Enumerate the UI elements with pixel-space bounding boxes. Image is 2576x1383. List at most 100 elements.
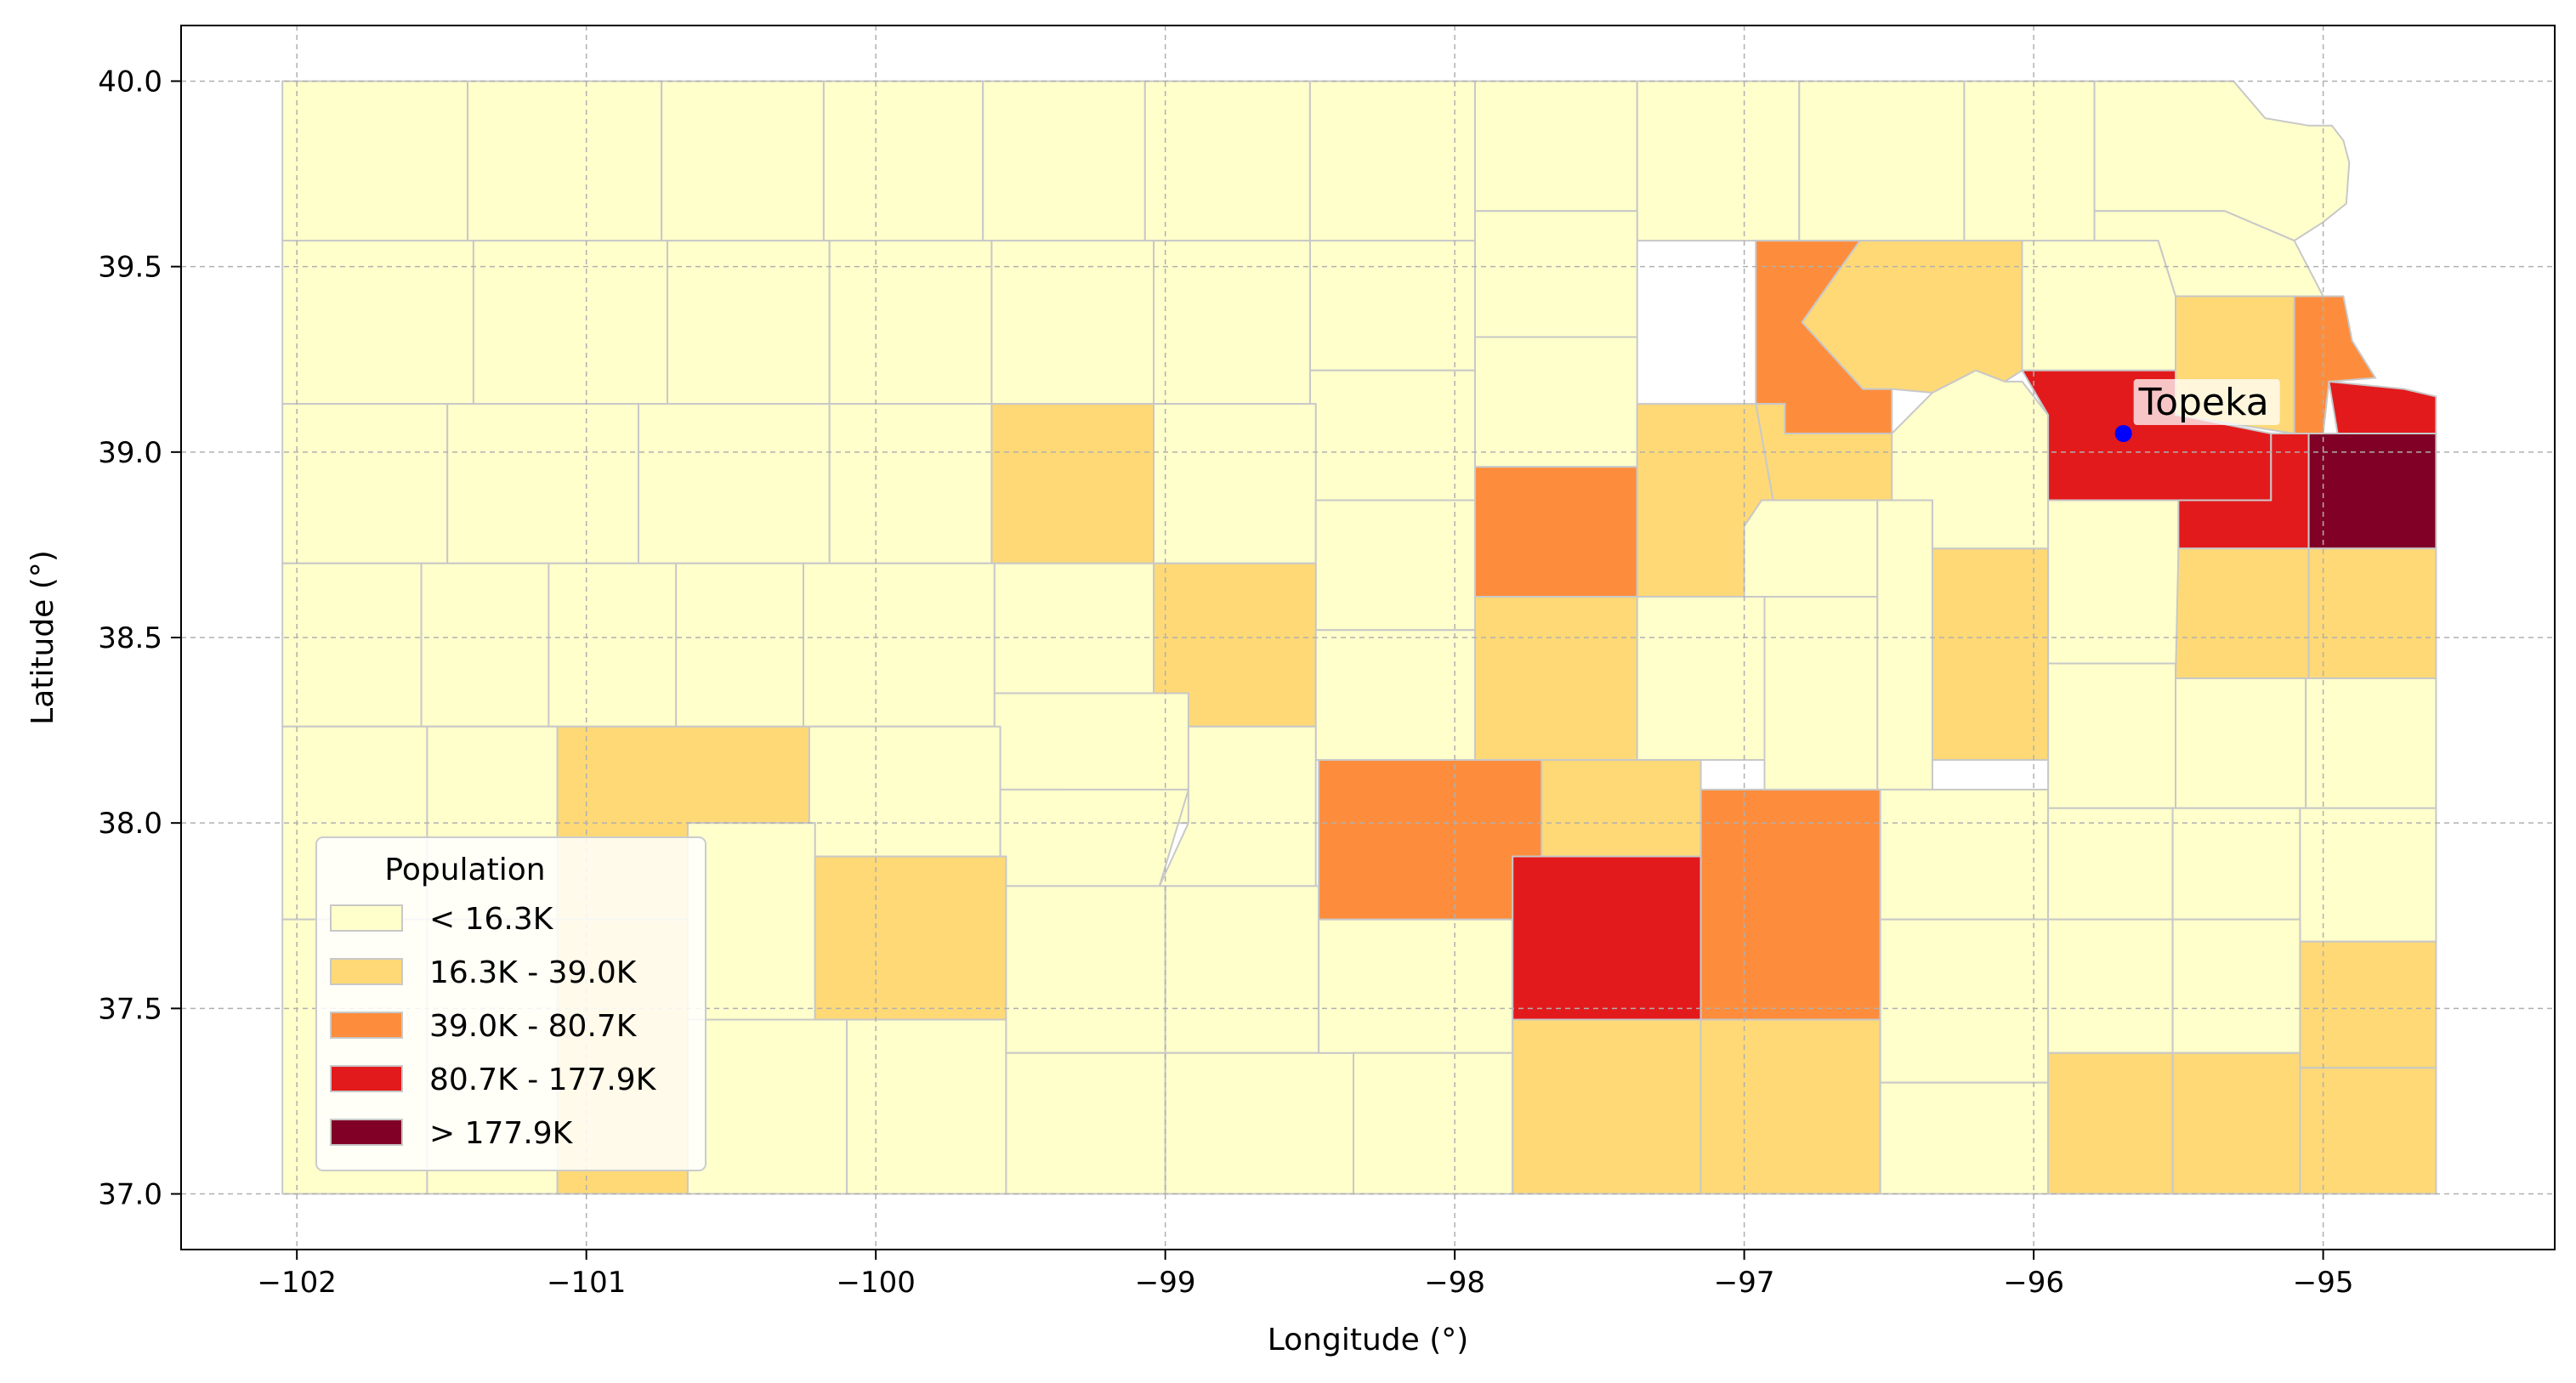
city-layer: Topeka — [2114, 379, 2280, 442]
legend-label-0: < 16.3K — [429, 902, 554, 937]
county-81 — [2047, 662, 2176, 809]
legend-swatch-0 — [330, 904, 403, 932]
county-63 — [1512, 855, 1702, 1021]
county-0 — [281, 80, 469, 242]
y-axis-ticks: 37.0 37.5 38.0 38.5 39.0 39.5 40.0 — [98, 65, 181, 1212]
city-marker — [2114, 425, 2132, 442]
county-93 — [2175, 677, 2307, 809]
county-38 — [1314, 629, 1476, 761]
county-98 — [2299, 940, 2437, 1069]
county-32 — [420, 562, 550, 728]
county-80 — [2047, 499, 2180, 665]
legend-label-3: 80.7K - 177.9K — [429, 1063, 657, 1097]
legend-swatch-4 — [330, 1119, 403, 1146]
county-15 — [1474, 336, 1638, 468]
county-65 — [1699, 788, 1881, 1021]
county-5 — [1143, 80, 1311, 242]
county-26 — [638, 403, 831, 564]
county-61 — [1318, 759, 1543, 921]
y-tick-label: 38.0 — [98, 807, 162, 841]
legend-swatch-1 — [330, 958, 403, 985]
county-51 — [686, 1018, 848, 1195]
county-30 — [1314, 499, 1476, 632]
county-60 — [1474, 596, 1638, 761]
county-34 — [675, 562, 804, 728]
y-tick-label: 40.0 — [98, 65, 162, 99]
y-tick-label: 37.5 — [98, 992, 162, 1026]
county-7 — [1474, 80, 1638, 213]
county-polygons — [281, 80, 2437, 1195]
x-tick-label: −101 — [547, 1266, 626, 1300]
city-label-background — [2133, 379, 2280, 425]
y-tick-label: 39.0 — [98, 436, 162, 470]
county-68 — [1636, 596, 1766, 761]
county-2 — [661, 80, 825, 242]
county-36 — [993, 562, 1155, 694]
x-tick-label: −95 — [2293, 1266, 2354, 1300]
county-21 — [828, 240, 993, 405]
county-3 — [822, 80, 984, 242]
x-axis-ticks: −102 −101 −100 −99 −98 −97 −96 −95 — [257, 1250, 2353, 1300]
y-tick-label: 39.5 — [98, 251, 162, 285]
x-tick-label: −98 — [1424, 1266, 1485, 1300]
legend-label-2: 39.0K - 80.7K — [429, 1009, 638, 1044]
county-10 — [1963, 80, 2096, 242]
county-6 — [1308, 80, 1476, 242]
county-64 — [1512, 1018, 1702, 1195]
y-tick-label: 38.5 — [98, 621, 162, 655]
county-91 — [2174, 547, 2310, 679]
legend-title: Population — [384, 853, 545, 887]
county-16 — [1308, 240, 1476, 371]
county-83 — [2047, 918, 2174, 1054]
grid — [181, 26, 2555, 1250]
county-31 — [281, 562, 423, 728]
county-53 — [1005, 885, 1166, 1054]
county-17 — [1308, 369, 1476, 502]
county-19 — [472, 240, 668, 405]
county-29 — [1153, 403, 1317, 564]
county-20 — [667, 240, 831, 405]
x-tick-label: −102 — [257, 1266, 336, 1300]
legend-swatch-2 — [330, 1012, 403, 1039]
county-71 — [1876, 499, 1933, 791]
county-8 — [1636, 80, 1801, 242]
county-75 — [1879, 1081, 2050, 1195]
county-97 — [2171, 918, 2301, 1054]
county-88 — [2328, 380, 2437, 439]
legend-label-1: 16.3K - 39.0K — [429, 955, 638, 990]
county-35 — [803, 562, 996, 728]
county-14 — [1474, 210, 1638, 338]
county-44 — [808, 725, 1001, 858]
city-label: Topeka — [2138, 381, 2269, 424]
county-66 — [1699, 1018, 1881, 1195]
county-73 — [1879, 788, 2050, 921]
legend: Population < 16.3K 16.3K - 39.0K 39.0K - 8… — [315, 836, 706, 1171]
county-9 — [1798, 80, 1966, 242]
county-25 — [446, 403, 639, 564]
x-tick-label: −96 — [2003, 1266, 2064, 1300]
county-49 — [686, 822, 816, 1021]
x-axis-label: Longitude (°) — [1268, 1323, 1469, 1357]
county-56 — [1164, 1051, 1354, 1195]
county-28 — [990, 403, 1155, 564]
county-58 — [1353, 1051, 1514, 1195]
county-84 — [2047, 1051, 2174, 1195]
county-70 — [1743, 499, 1879, 598]
county-24 — [281, 403, 449, 564]
county-92 — [2307, 547, 2437, 679]
county-18 — [281, 240, 474, 405]
county-4 — [982, 80, 1146, 242]
county-74 — [1879, 918, 2050, 1084]
county-100 — [2299, 1067, 2437, 1195]
county-1 — [467, 80, 663, 242]
county-72 — [1932, 547, 2050, 761]
x-tick-label: −97 — [1714, 1266, 1775, 1300]
county-55 — [1164, 885, 1320, 1054]
county-52 — [846, 1018, 1007, 1195]
county-23 — [1153, 240, 1311, 405]
legend-label-4: > 177.9K — [429, 1116, 574, 1151]
county-57 — [1318, 918, 1514, 1054]
county-96 — [2299, 807, 2437, 943]
y-tick-label: 37.0 — [98, 1178, 162, 1212]
